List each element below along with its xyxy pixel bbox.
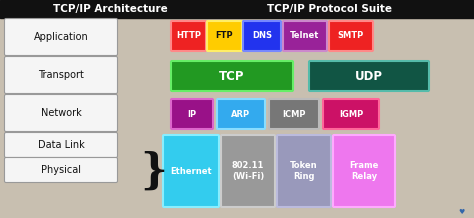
FancyBboxPatch shape xyxy=(4,157,118,182)
FancyBboxPatch shape xyxy=(171,99,213,129)
Text: IGMP: IGMP xyxy=(339,109,363,119)
FancyBboxPatch shape xyxy=(4,19,118,56)
FancyBboxPatch shape xyxy=(207,21,242,51)
Text: 802.11
(Wi-Fi): 802.11 (Wi-Fi) xyxy=(232,161,264,181)
Text: FTP: FTP xyxy=(216,31,233,41)
Bar xyxy=(0,0,474,18)
Text: Physical: Physical xyxy=(41,165,81,175)
FancyBboxPatch shape xyxy=(269,99,319,129)
Text: TCP/IP Protocol Suite: TCP/IP Protocol Suite xyxy=(267,4,392,14)
Text: IP: IP xyxy=(187,109,197,119)
Text: ♥: ♥ xyxy=(459,209,465,215)
Text: Token
Ring: Token Ring xyxy=(290,161,318,181)
Text: Data Link: Data Link xyxy=(37,140,84,150)
FancyBboxPatch shape xyxy=(163,135,219,207)
FancyBboxPatch shape xyxy=(171,61,293,91)
Text: SMTP: SMTP xyxy=(338,31,364,41)
FancyBboxPatch shape xyxy=(283,21,327,51)
Text: TCP/IP Architecture: TCP/IP Architecture xyxy=(53,4,167,14)
Text: }: } xyxy=(141,151,167,193)
FancyBboxPatch shape xyxy=(4,56,118,94)
FancyBboxPatch shape xyxy=(221,135,275,207)
Text: UDP: UDP xyxy=(355,70,383,82)
FancyBboxPatch shape xyxy=(171,21,206,51)
Text: Transport: Transport xyxy=(38,70,84,80)
FancyBboxPatch shape xyxy=(323,99,379,129)
Text: Telnet: Telnet xyxy=(290,31,319,41)
FancyBboxPatch shape xyxy=(277,135,331,207)
Text: DNS: DNS xyxy=(252,31,272,41)
Text: Frame
Relay: Frame Relay xyxy=(349,161,379,181)
Text: Network: Network xyxy=(41,108,82,118)
Text: HTTP: HTTP xyxy=(176,31,201,41)
Text: Ethernet: Ethernet xyxy=(170,167,212,175)
FancyBboxPatch shape xyxy=(217,99,265,129)
FancyBboxPatch shape xyxy=(243,21,281,51)
Text: ICMP: ICMP xyxy=(282,109,306,119)
FancyBboxPatch shape xyxy=(309,61,429,91)
Text: ARP: ARP xyxy=(231,109,251,119)
Text: TCP: TCP xyxy=(219,70,245,82)
FancyBboxPatch shape xyxy=(4,133,118,157)
FancyBboxPatch shape xyxy=(333,135,395,207)
Text: Application: Application xyxy=(34,32,88,42)
FancyBboxPatch shape xyxy=(329,21,373,51)
FancyBboxPatch shape xyxy=(4,94,118,131)
